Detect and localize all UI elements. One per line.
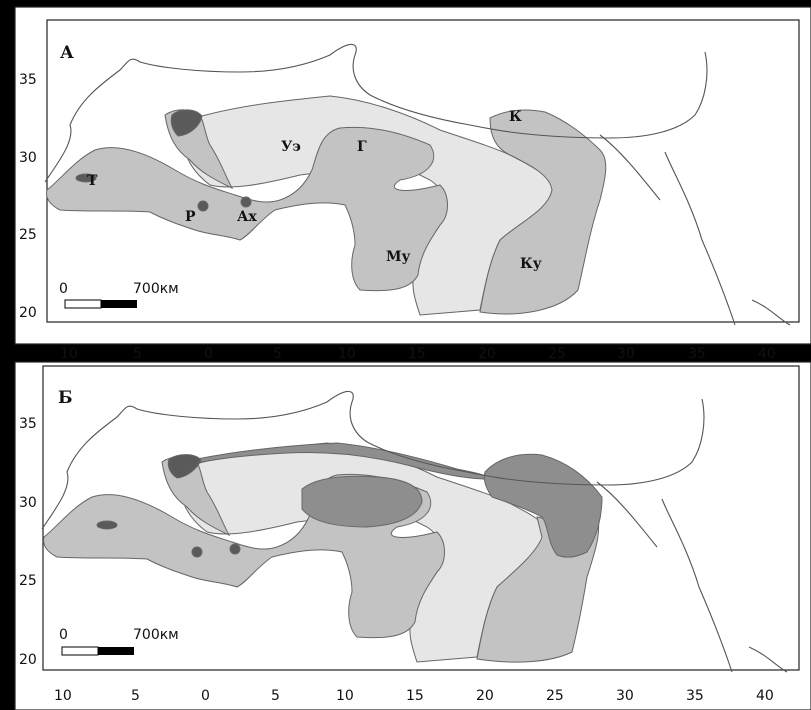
panel-a-scale-bar: 0 700км <box>59 281 179 309</box>
x-tick: 10 <box>60 346 78 362</box>
x-tick: 30 <box>616 688 634 704</box>
region-label-g: Г <box>357 139 367 155</box>
scale-bar-white <box>61 646 99 656</box>
x-tick: 10 <box>338 346 356 362</box>
x-tick: 20 <box>478 346 496 362</box>
region-label-mu: Му <box>386 249 410 265</box>
scale-zero-label: 0 <box>59 281 68 297</box>
x-tick: 15 <box>406 688 424 704</box>
y-tick-35: 35 <box>19 416 37 432</box>
x-tick: 10 <box>336 688 354 704</box>
y-tick-35: 35 <box>19 72 37 88</box>
panel-b: Б 0 700км 35 30 25 20 10 5 0 5 10 15 20 … <box>14 361 811 710</box>
region-label-k: К <box>509 109 522 125</box>
y-tick-25: 25 <box>19 573 37 589</box>
panel-b-x-axis: 10 5 0 5 10 15 20 25 30 35 40 <box>54 688 774 704</box>
region-label-r: Р <box>185 209 196 225</box>
x-tick: 5 <box>273 346 282 362</box>
region-label-ku: Ку <box>520 256 542 272</box>
x-tick: 5 <box>133 346 142 362</box>
scale-bar-black <box>101 300 137 308</box>
y-tick-20: 20 <box>19 652 37 668</box>
panel-a-x-axis: 10 5 0 5 10 15 20 25 30 35 40 <box>60 346 776 362</box>
scale-distance-label: 700км <box>133 627 179 643</box>
y-tick-30: 30 <box>19 495 37 511</box>
x-tick: 25 <box>548 346 566 362</box>
x-tick: 30 <box>617 346 635 362</box>
scale-distance-label: 700км <box>133 281 179 297</box>
region-label-t: Т <box>87 173 98 189</box>
x-tick: 25 <box>546 688 564 704</box>
panel-a: А Т Р Ах Уэ Г К Му Ку 0 700км 35 30 25 2… <box>14 6 811 362</box>
x-tick: 40 <box>758 346 776 362</box>
panel-b-letter: Б <box>58 388 73 408</box>
x-tick: 10 <box>54 688 72 704</box>
scale-bar-white <box>64 299 102 309</box>
x-tick: 5 <box>271 688 280 704</box>
scale-bar-black <box>98 647 134 655</box>
x-tick: 35 <box>686 688 704 704</box>
panel-a-y-axis: 35 30 25 20 <box>19 72 37 321</box>
y-tick-25: 25 <box>19 227 37 243</box>
y-tick-20: 20 <box>19 305 37 321</box>
y-tick-30: 30 <box>19 150 37 166</box>
x-tick: 35 <box>688 346 706 362</box>
x-tick: 5 <box>131 688 140 704</box>
panel-b-scale-bar: 0 700км <box>59 627 179 656</box>
scale-zero-label: 0 <box>59 627 68 643</box>
x-tick: 40 <box>756 688 774 704</box>
panel-a-letter: А <box>60 43 74 63</box>
x-tick: 15 <box>408 346 426 362</box>
x-tick: 20 <box>476 688 494 704</box>
region-label-ah: Ах <box>237 209 257 225</box>
x-tick: 0 <box>204 346 213 362</box>
x-tick: 0 <box>201 688 210 704</box>
region-label-ue: Уэ <box>281 139 301 155</box>
panel-b-y-axis: 35 30 25 20 <box>19 416 37 668</box>
